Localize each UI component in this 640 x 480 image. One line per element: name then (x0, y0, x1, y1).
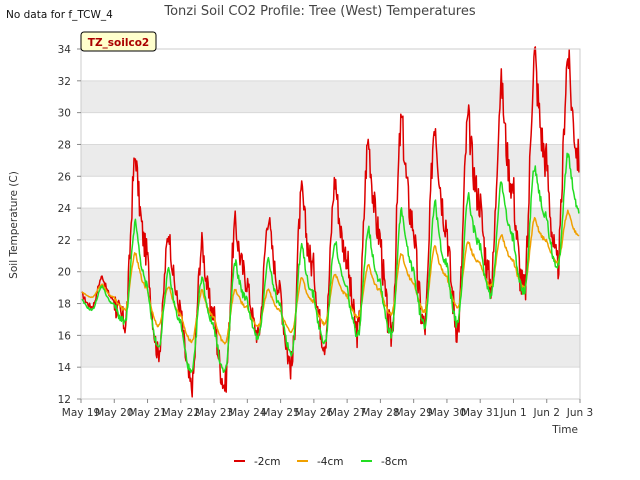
y-tick-label: 32 (58, 76, 71, 88)
y-tick-label: 30 (58, 108, 71, 120)
x-tick-label: May 25 (261, 407, 299, 419)
y-axis-ticks: 12 14 16 18 20 22 24 26 28 30 32 34 (58, 44, 81, 406)
legend-label: -4cm (317, 456, 343, 468)
y-tick-label: 34 (58, 44, 72, 56)
background-band (81, 144, 580, 177)
x-tick-label: May 22 (162, 407, 200, 419)
y-tick-label: 26 (58, 171, 72, 183)
y-tick-label: 12 (58, 394, 71, 406)
y-tick-label: 14 (58, 362, 72, 374)
plot-frame (80, 48, 581, 400)
background-band (81, 335, 580, 368)
y-tick-label: 16 (58, 330, 72, 342)
no-data-note: No data for f_TCW_4 (6, 9, 113, 21)
y-tick-label: 24 (58, 203, 72, 215)
x-tick-label: May 20 (95, 407, 133, 419)
chart-title: Tonzi Soil CO2 Profile: Tree (West) Temp… (163, 4, 476, 19)
y-axis-label: Soil Temperature (C) (8, 171, 20, 279)
x-tick-label: May 21 (128, 407, 166, 419)
x-tick-label: May 28 (361, 407, 399, 419)
source-badge-label: TZ_soilco2 (88, 37, 149, 49)
source-badge: TZ_soilco2 (80, 31, 157, 52)
series-line-8cmcm (81, 152, 580, 374)
x-tick-label: Jun 3 (566, 407, 593, 419)
x-axis-label: Time (551, 424, 578, 436)
legend-label: -8cm (381, 456, 407, 468)
y-tick-label: 20 (58, 267, 71, 279)
x-tick-label: May 31 (461, 407, 499, 419)
x-tick-label: May 30 (428, 407, 466, 419)
source-badge-box (80, 31, 157, 52)
x-tick-label: Jun 1 (499, 407, 526, 419)
y-tick-label: 18 (58, 299, 71, 311)
x-tick-label: Jun 2 (533, 407, 560, 419)
series-layer (81, 46, 580, 398)
y-tick-label: 22 (58, 235, 71, 247)
x-tick-label: May 19 (62, 407, 100, 419)
series-line-2cmcm (81, 46, 580, 398)
x-tick-label: May 23 (195, 407, 233, 419)
x-tick-label: May 26 (295, 407, 334, 419)
legend-label: -2cm (254, 456, 280, 468)
legend: -2cm -4cm -8cm (234, 456, 407, 468)
background-band (81, 80, 580, 113)
x-tick-label: May 29 (394, 407, 432, 419)
y-tick-label: 28 (58, 139, 71, 151)
x-tick-label: May 24 (228, 407, 267, 419)
x-tick-label: May 27 (328, 407, 366, 419)
